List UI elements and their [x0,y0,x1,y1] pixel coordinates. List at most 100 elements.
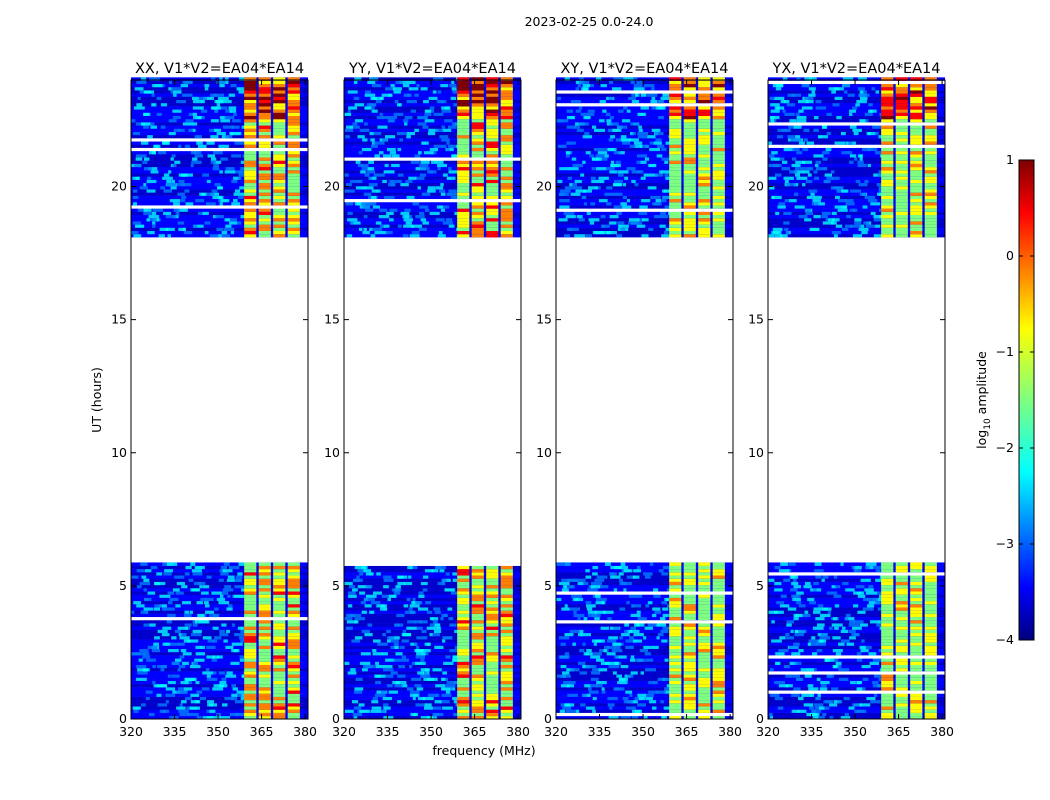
spectrum-row [556,99,733,104]
rfi-cell [712,687,725,691]
noise-cell [574,185,583,190]
noise-cell [836,115,842,120]
rfi-cell [683,693,696,697]
rfi-cell [683,211,696,216]
rfi-cell [924,230,937,235]
noise-cell [452,572,459,576]
rfi-cell [669,118,682,123]
noise-cell [794,632,804,637]
rfi-cell [924,211,937,216]
rfi-cell [273,173,286,177]
spectrum-row [131,221,308,225]
noise-cell [445,690,451,694]
noise-cell [440,616,444,621]
noise-cell [152,680,156,685]
noise-cell [595,154,605,158]
noise-cell [433,626,441,630]
rfi-cell [258,93,271,97]
noise-cell [395,680,407,685]
noise-cell [453,195,460,200]
noise-cell [395,80,403,85]
rfi-cell [712,160,725,164]
noise-cell [620,134,627,139]
noise-cell [177,128,185,132]
rfi-cell [273,572,286,576]
rfi-cell [273,677,286,681]
noise-cell [132,221,141,225]
noise-cell [227,603,233,608]
rfi-cell [273,703,286,707]
noise-cell [564,77,570,81]
noise-cell [448,144,459,148]
rfi-cell [457,616,470,621]
rfi-cell [924,176,937,180]
noise-cell [812,651,818,656]
noise-cell [160,667,165,672]
rfi-cell [258,610,271,614]
rfi-cell [471,192,484,196]
rfi-cell [244,562,257,566]
noise-cell [657,677,668,681]
rfi-cell [669,651,682,656]
noise-cell [628,96,637,101]
rfi-cell [471,584,484,589]
rfi-cell [683,639,696,643]
rfi-cell [258,715,271,720]
noise-cell [344,128,354,132]
rfi-cell [500,205,513,209]
noise-cell [371,96,383,101]
noise-cell [206,141,215,145]
rfi-cell [669,112,682,116]
rfi-cell [244,211,257,216]
noise-cell [143,578,150,582]
noise-cell [241,693,247,697]
noise-cell [662,565,670,570]
rfi-cell [457,80,470,85]
rfi-cell [273,642,286,646]
noise-cell [178,144,182,148]
rfi-cell [924,677,937,681]
rfi-cell [244,619,257,624]
rfi-cell [273,208,286,212]
noise-cell [439,568,445,573]
noise-cell [203,600,209,605]
spectrum-row [131,208,308,212]
noise-cell [775,173,782,177]
rfi-cell [500,106,513,110]
rfi-cell [500,179,513,184]
noise-cell [167,613,176,618]
noise-cell [416,635,428,640]
noise-cell [234,141,244,145]
noise-cell [802,169,810,174]
noise-cell [616,125,628,129]
rfi-cell [457,677,470,681]
spectrum-row [344,141,521,145]
rfi-cell [457,626,470,630]
noise-cell [135,677,147,681]
rfi-cell [924,645,937,650]
spectrum-row [344,195,521,200]
rfi-cell [895,166,908,171]
noise-cell [204,603,210,608]
noise-cell [569,629,581,634]
rfi-cell [712,683,725,688]
rfi-cell [712,93,725,97]
rfi-cell [881,642,894,646]
rfi-cell [486,572,499,576]
rfi-cell [273,578,286,582]
spectrum-row [556,141,733,145]
rfi-cell [683,115,696,120]
rfi-cell [910,610,923,614]
spectrum-row [768,192,945,196]
noise-cell [136,664,147,669]
rfi-cell [698,134,711,139]
noise-cell [202,635,212,640]
noise-cell [373,141,380,145]
rfi-cell [698,635,711,640]
noise-cell [786,619,795,624]
spectrum-row [768,138,945,142]
rfi-cell [712,677,725,681]
rfi-cell [924,683,937,688]
noise-cell [782,160,788,164]
noise-cell [793,613,803,618]
